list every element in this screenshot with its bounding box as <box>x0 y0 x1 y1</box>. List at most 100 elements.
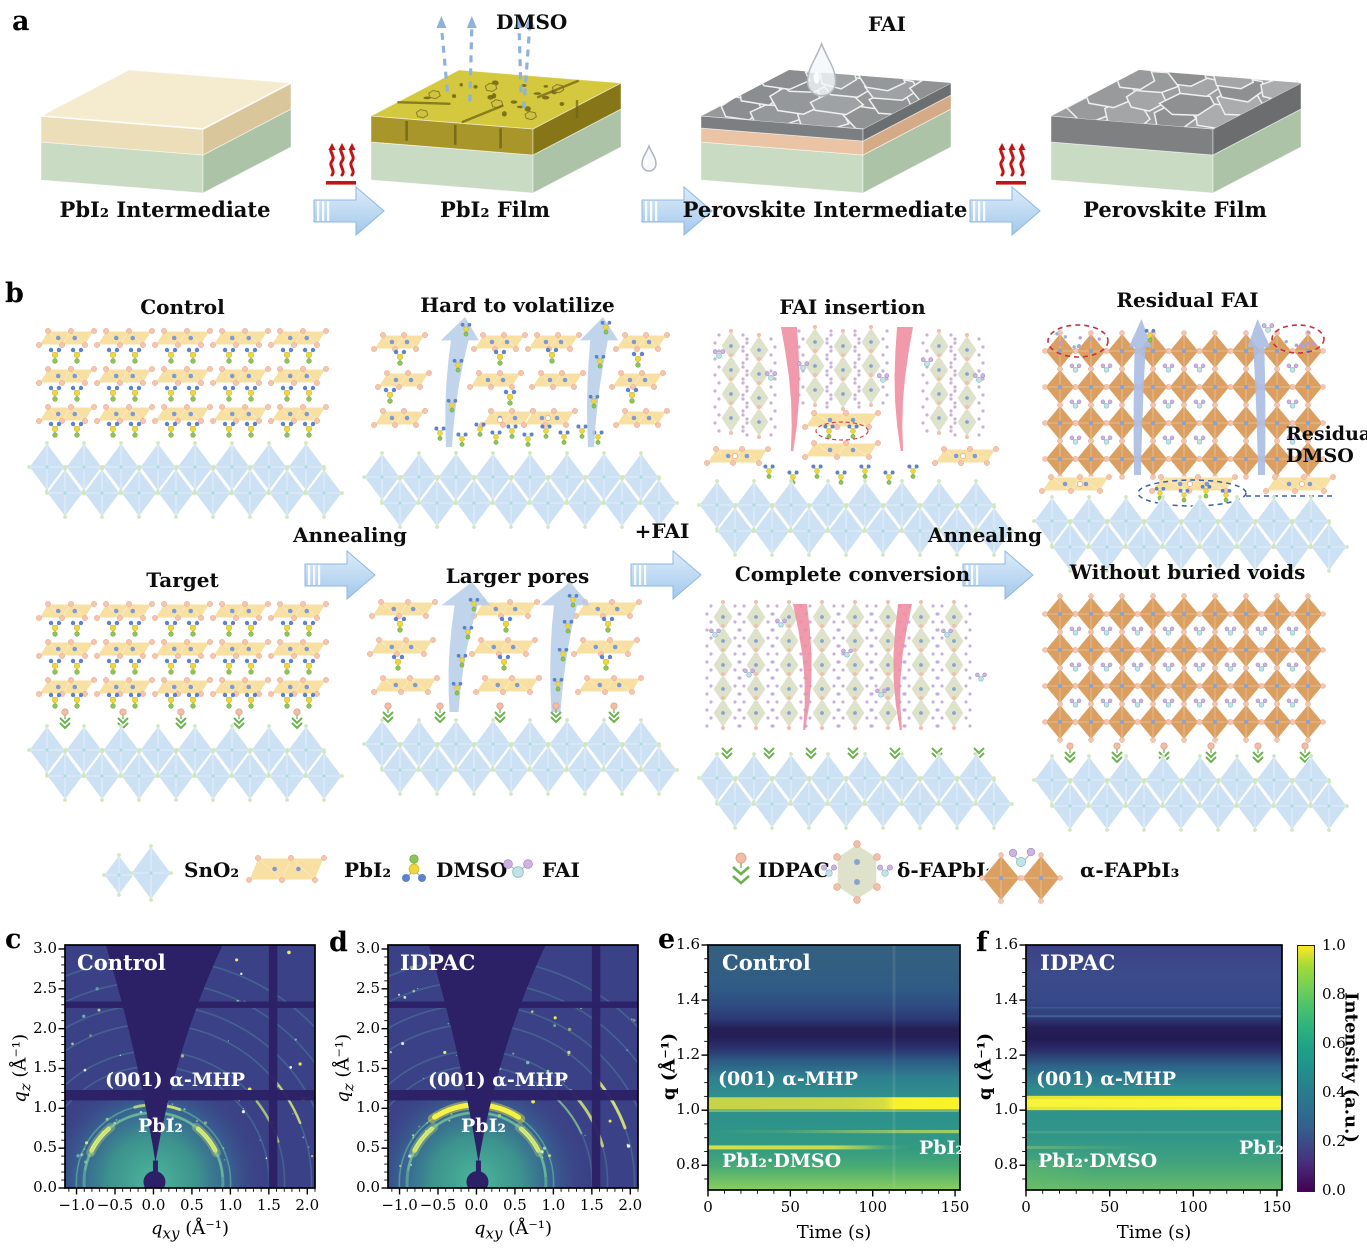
plot-annotation: PbI₂ <box>138 1115 183 1137</box>
x-tick-label: 1.0 <box>218 1196 243 1214</box>
schematic-fai-insertion <box>697 325 1014 557</box>
y-axis-label: q (Å⁻¹) <box>974 1032 996 1101</box>
y-tick-label: 3.0 <box>356 938 380 957</box>
x-tick-label: 1.0 <box>541 1196 566 1214</box>
colorbar-tick-label: 0.2 <box>1322 1132 1346 1150</box>
y-tick-label: 2.5 <box>356 978 380 997</box>
x-tick-label: −0.5 <box>96 1196 134 1214</box>
transition-annealing-2: Annealing <box>927 523 1042 547</box>
y-tick-label: 0.8 <box>994 1155 1018 1174</box>
heat-icon <box>996 143 1026 185</box>
plot-annotation: PbI₂ <box>461 1115 506 1137</box>
schematic-target <box>27 601 344 802</box>
x-tick-label: 0 <box>703 1198 713 1216</box>
y-tick-label: 1.0 <box>676 1100 700 1119</box>
y-tick-label: 1.0 <box>356 1098 380 1117</box>
x-tick-label: 50 <box>1100 1198 1120 1216</box>
process-arrow-icon <box>630 549 702 601</box>
title-target: Target <box>146 568 219 592</box>
schematic-complete-conversion <box>697 600 1014 830</box>
plot-annotation: Control <box>77 950 166 975</box>
legend-label-pbi2: PbI₂ <box>344 858 392 882</box>
legend-label-sno2: SnO₂ <box>184 858 240 882</box>
x-tick-label: 150 <box>1262 1198 1292 1216</box>
schematic-residual-fai <box>1032 319 1349 573</box>
fai-annotation: FAI <box>868 12 906 36</box>
panel-f-label: f <box>976 927 988 958</box>
legend-label-delta-fapbi3: δ-FAPbI₃ <box>897 858 995 882</box>
x-tick-label: 100 <box>1178 1198 1208 1216</box>
schematic-hard-to-volatilize <box>362 317 679 529</box>
y-tick-label: 1.0 <box>33 1098 57 1117</box>
x-tick-label: 50 <box>780 1198 800 1216</box>
x-tick-label: 1.5 <box>256 1196 281 1214</box>
title-larger-pores: Larger pores <box>445 564 590 588</box>
x-tick-label: 1.5 <box>579 1196 604 1214</box>
legend-label-dmso: DMSO <box>436 858 508 882</box>
y-tick-label: 1.2 <box>676 1045 700 1064</box>
device-pbi2-intermediate-illustration <box>39 69 293 194</box>
plot-annotation: IDPAC <box>1040 950 1116 975</box>
process-arrow-icon <box>304 549 376 601</box>
y-tick-label: 1.5 <box>356 1058 380 1077</box>
transition-fai: +FAI <box>634 519 690 543</box>
x-tick-label: 0.5 <box>502 1196 527 1214</box>
x-tick-label: −0.5 <box>419 1196 457 1214</box>
stage-label-perovskite-intermediate: Perovskite Intermediate <box>682 197 968 222</box>
device-pbi2-film-illustration <box>369 16 623 194</box>
x-tick-label: 0 <box>1021 1198 1031 1216</box>
panel-a-label: a <box>12 6 30 37</box>
y-tick-label: 2.5 <box>33 978 57 997</box>
plot-annotation: PbI₂·DMSO <box>722 1150 842 1172</box>
x-tick-label: 2.0 <box>295 1196 320 1214</box>
title-complete-conversion: Complete conversion <box>734 562 971 586</box>
fai-legend-icon <box>503 859 533 878</box>
y-tick-label: 1.6 <box>994 935 1018 953</box>
schematic-larger-pores <box>362 582 679 796</box>
delta-fapbi3-legend-icon <box>821 840 893 904</box>
droplet-icon <box>641 143 657 172</box>
idpac-legend-icon <box>732 852 750 885</box>
y-tick-label: 2.0 <box>356 1018 380 1037</box>
device-perovskite-film-illustration <box>1049 69 1303 194</box>
colorbar-tick-label: 1.0 <box>1322 936 1346 954</box>
x-tick-label: 2.0 <box>618 1196 643 1214</box>
y-tick-label: 3.0 <box>33 938 57 957</box>
colorbar-label: Intensity (a.u.) <box>1340 992 1362 1143</box>
y-tick-label: 0.0 <box>356 1178 380 1196</box>
plot-annotation: (001) α-MHP <box>105 1069 246 1091</box>
x-tick-label: −1.0 <box>381 1196 418 1214</box>
colorbar-tick-label: 0.6 <box>1322 1034 1346 1052</box>
plot-annotation: (001) α-MHP <box>1036 1068 1177 1090</box>
transition-annealing-1: Annealing <box>292 523 407 547</box>
title-without-buried-voids: Without buried voids <box>1069 560 1306 584</box>
x-axis-label: qxy (Å⁻¹) <box>474 1218 552 1243</box>
heat-icon <box>326 143 356 185</box>
process-arrow-icon <box>969 185 1041 237</box>
x-tick-label: 0.0 <box>141 1196 166 1214</box>
process-arrow-icon <box>962 549 1034 601</box>
y-tick-label: 2.0 <box>33 1018 57 1037</box>
giwaxs-plot-control: Control (001) α-MHP PbI₂ qxy (Å⁻¹) qz (Å… <box>10 939 320 1243</box>
plot-annotation: PbI₂ <box>1239 1137 1284 1159</box>
x-tick-label: 0.5 <box>179 1196 204 1214</box>
stage-label-pbi2-intermediate: PbI₂ Intermediate <box>59 197 271 222</box>
legend-label-fai: FAI <box>542 858 580 882</box>
title-residual-fai: Residual FAI <box>1116 288 1259 312</box>
giwaxs-canvas <box>58 944 316 1195</box>
y-tick-label: 1.4 <box>994 990 1018 1009</box>
x-tick-label: −1.0 <box>58 1196 95 1214</box>
x-tick-label: 150 <box>940 1198 970 1216</box>
plot-annotation: (001) α-MHP <box>718 1068 859 1090</box>
legend-label-alpha-fapbi3: α-FAPbI₃ <box>1080 858 1180 882</box>
giwaxs-canvas <box>381 944 639 1195</box>
residual-dmso-annotation: Residual DMSO <box>1286 423 1367 467</box>
alpha-fapbi3-legend-icon <box>979 847 1063 904</box>
plot-annotation: Control <box>722 950 811 975</box>
kinetics-canvas <box>1019 944 1283 1197</box>
giwaxs-plot-idpac: IDPAC (001) α-MHP PbI₂ qxy (Å⁻¹) qz (Å⁻¹… <box>333 939 643 1243</box>
kinetics-canvas <box>701 944 961 1197</box>
y-tick-label: 0.0 <box>33 1178 57 1196</box>
sno2-legend-icon <box>102 844 173 902</box>
